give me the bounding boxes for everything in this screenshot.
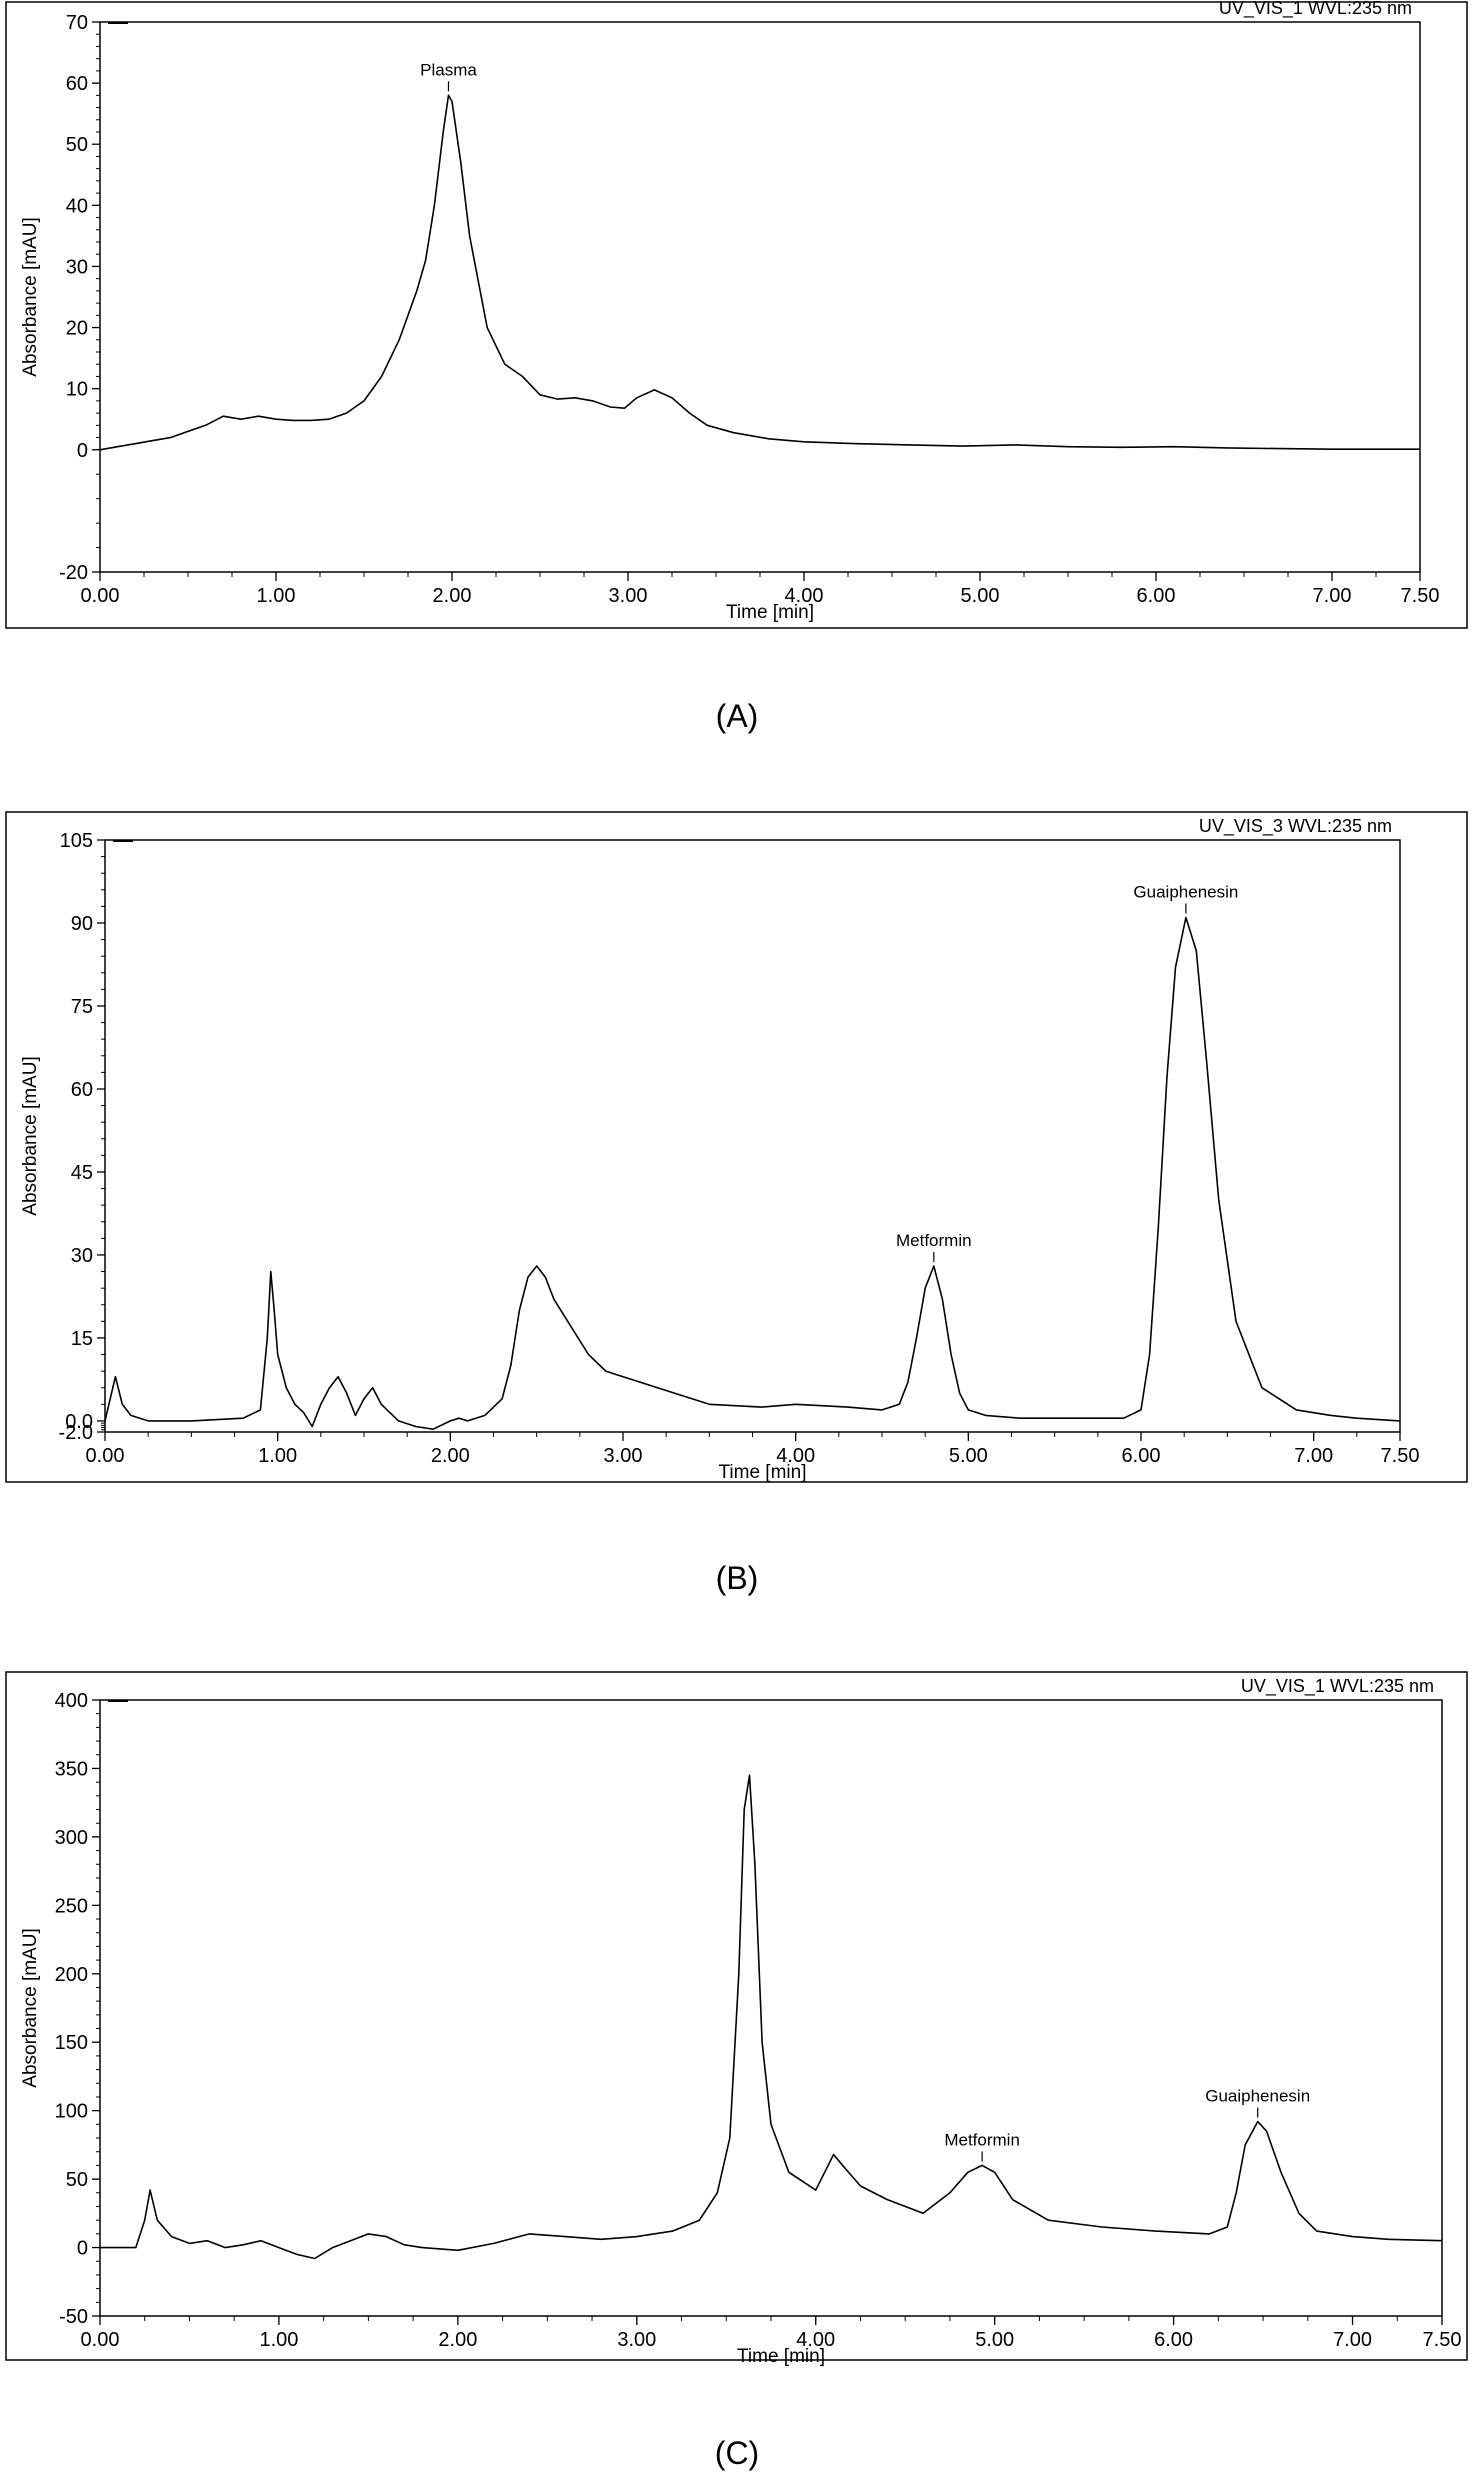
y-tick-label: 20 — [66, 318, 88, 340]
plot-area — [99, 1699, 1443, 2317]
y-tick-label: 300 — [55, 1827, 88, 1849]
x-tick-label: 1.00 — [258, 1445, 297, 1467]
y-tick-label: 15 — [71, 1328, 93, 1350]
caption-a: (A) — [715, 698, 759, 734]
x-tick-label: 3.00 — [617, 2329, 656, 2351]
y-tick-label: 30 — [66, 256, 88, 278]
y-axis-label: Absorbance [mAU] — [20, 217, 41, 376]
y-tick-label: 50 — [66, 2169, 88, 2191]
y-tick-label: 60 — [66, 73, 88, 95]
x-axis-label: Time [min] — [719, 1462, 807, 1483]
outer-frame — [5, 1, 1468, 629]
x-axis-label: Time [min] — [726, 602, 814, 623]
y-tick-label: 60 — [71, 1079, 93, 1101]
y-tick-label: 50 — [66, 134, 88, 156]
chromatogram-trace-b — [104, 916, 1401, 1431]
x-tick-label: 4.00 — [785, 585, 824, 607]
peak-label: Guaiphenesin — [1133, 882, 1238, 901]
peak-label: Metformin — [896, 1231, 972, 1250]
y-tick-label: 150 — [55, 2032, 88, 2054]
y-tick-label: 105 — [60, 830, 93, 852]
y-axis-label: Absorbance [mAU] — [20, 1056, 41, 1215]
caption-c: (C) — [714, 2435, 760, 2471]
x-tick-label: 5.00 — [961, 585, 1000, 607]
y-tick-label: 90 — [71, 913, 93, 935]
y-tick-label: 70 — [66, 12, 88, 34]
peak-label: Plasma — [420, 60, 477, 79]
channel-label: UV_VIS_1 WVL:235 nm — [1241, 1676, 1434, 1697]
channel-label: UV_VIS_3 WVL:235 nm — [1199, 816, 1392, 837]
x-tick-label: 7.00 — [1313, 585, 1352, 607]
plot-area — [99, 21, 1421, 573]
plot-area — [104, 839, 1401, 1433]
x-tick-label: 3.00 — [604, 1445, 643, 1467]
chart-a: UV_VIS_1 WVL:235 nm -20 0 10 20 30 40 50 60 70 0.0… — [5, 0, 1468, 629]
x-tick-label: 0.00 — [81, 585, 120, 607]
x-tick-label: 6.00 — [1122, 1445, 1161, 1467]
x-tick-label: 7.50 — [1423, 2329, 1462, 2351]
x-tick-label: 2.00 — [431, 1445, 470, 1467]
chart-c: UV_VIS_1 WVL:235 nm -50 0 50 100 150 200 250 300… — [5, 1671, 1468, 2367]
caption-b: (B) — [715, 1560, 759, 1596]
y-axis-label: Absorbance [mAU] — [20, 1928, 41, 2087]
x-tick-label: 7.00 — [1294, 1445, 1333, 1467]
x-tick-label: 2.00 — [433, 585, 472, 607]
y-tick-label: -50 — [59, 2306, 88, 2328]
chromatogram-panel-c: UV_VIS_1 WVL:235 nm -50 0 50 100 150 200 250 300… — [0, 1660, 1474, 2380]
chromatogram-panel-a: UV_VIS_1 WVL:235 nm -20 0 10 20 30 40 50 60 70 0.0… — [0, 0, 1474, 640]
y-tick-label: 200 — [55, 1964, 88, 1986]
y-tick-label: 30 — [71, 1245, 93, 1267]
x-tick-label: 0.00 — [81, 2329, 120, 2351]
y-tick-label: 250 — [55, 1895, 88, 1917]
x-tick-label: 6.00 — [1154, 2329, 1193, 2351]
y-tick-label: -20 — [59, 562, 88, 584]
outer-frame — [5, 811, 1468, 1483]
x-tick-label: 3.00 — [609, 585, 648, 607]
x-tick-label: 7.50 — [1401, 585, 1440, 607]
x-tick-label: 1.00 — [259, 2329, 298, 2351]
x-tick-label: 7.50 — [1381, 1445, 1420, 1467]
x-tick-label: 4.00 — [776, 1445, 815, 1467]
y-tick-label: 400 — [55, 1690, 88, 1712]
y-tick-label: 0.0 — [65, 1411, 93, 1433]
x-tick-label: 5.00 — [975, 2329, 1014, 2351]
x-tick-label: 7.00 — [1333, 2329, 1372, 2351]
x-tick-label: 6.00 — [1137, 585, 1176, 607]
x-tick-label: 2.00 — [438, 2329, 477, 2351]
x-axis-label: Time [min] — [737, 2346, 825, 2367]
x-tick-label: 5.00 — [949, 1445, 988, 1467]
y-tick-label: 100 — [55, 2101, 88, 2123]
y-tick-label: -2.0 — [59, 1422, 93, 1444]
y-tick-label: 0 — [77, 440, 88, 462]
y-tick-label: 45 — [71, 1162, 93, 1184]
chromatogram-trace-a — [99, 94, 1420, 451]
chromatogram-panel-b: UV_VIS_3 WVL:235 nm -2.0 0.0 15 30 45 60 75 90 10… — [0, 800, 1474, 1490]
peak-label: Metformin — [944, 2130, 1020, 2149]
x-tick-label: 0.00 — [86, 1445, 125, 1467]
outer-frame — [5, 1671, 1468, 2361]
x-tick-label: 1.00 — [257, 585, 296, 607]
y-tick-label: 350 — [55, 1758, 88, 1780]
channel-label: UV_VIS_1 WVL:235 nm — [1219, 0, 1412, 19]
chart-b: UV_VIS_3 WVL:235 nm -2.00.0 15 30 45 60 75 90 10… — [5, 811, 1468, 1483]
y-tick-label: 10 — [66, 379, 88, 401]
x-tick-label: 4.00 — [796, 2329, 835, 2351]
y-tick-label: 0 — [77, 2238, 88, 2260]
peak-label: Guaiphenesin — [1205, 2087, 1310, 2106]
y-tick-label: 75 — [71, 996, 93, 1018]
chromatogram-trace-c — [100, 1774, 1443, 2260]
y-tick-label: 40 — [66, 195, 88, 217]
